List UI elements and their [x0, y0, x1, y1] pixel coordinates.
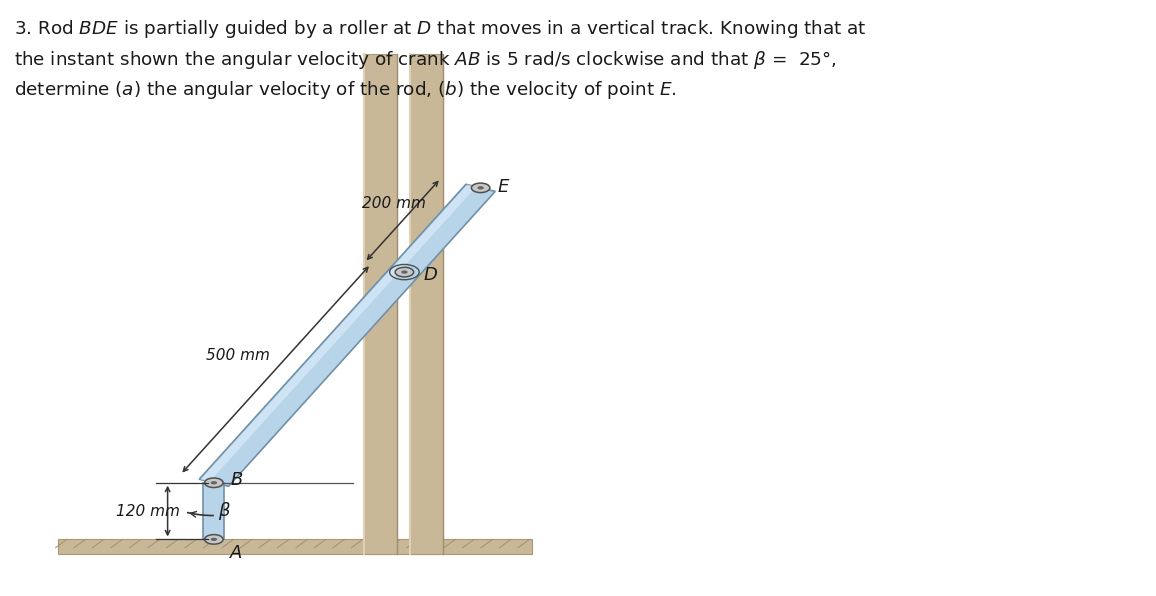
Text: 200 mm: 200 mm: [362, 197, 427, 212]
Polygon shape: [203, 483, 224, 539]
Polygon shape: [201, 185, 476, 482]
Circle shape: [477, 186, 484, 190]
Text: 500 mm: 500 mm: [206, 349, 271, 364]
Bar: [410, 54, 443, 554]
Bar: [364, 54, 397, 554]
Text: 120 mm: 120 mm: [116, 504, 179, 519]
Polygon shape: [199, 184, 495, 486]
Circle shape: [472, 183, 490, 193]
Text: $A$: $A$: [229, 544, 243, 562]
Bar: [58, 539, 532, 554]
Text: 3. Rod $BDE$ is partially guided by a roller at $D$ that moves in a vertical tra: 3. Rod $BDE$ is partially guided by a ro…: [14, 18, 867, 101]
Circle shape: [210, 481, 217, 485]
Text: $B$: $B$: [230, 471, 243, 489]
Circle shape: [401, 271, 408, 274]
Circle shape: [205, 478, 223, 488]
Text: $E$: $E$: [497, 178, 510, 196]
Circle shape: [395, 268, 414, 277]
Circle shape: [210, 538, 217, 541]
Circle shape: [205, 535, 223, 544]
Text: $\beta$: $\beta$: [218, 501, 231, 523]
Text: $D$: $D$: [423, 266, 438, 284]
